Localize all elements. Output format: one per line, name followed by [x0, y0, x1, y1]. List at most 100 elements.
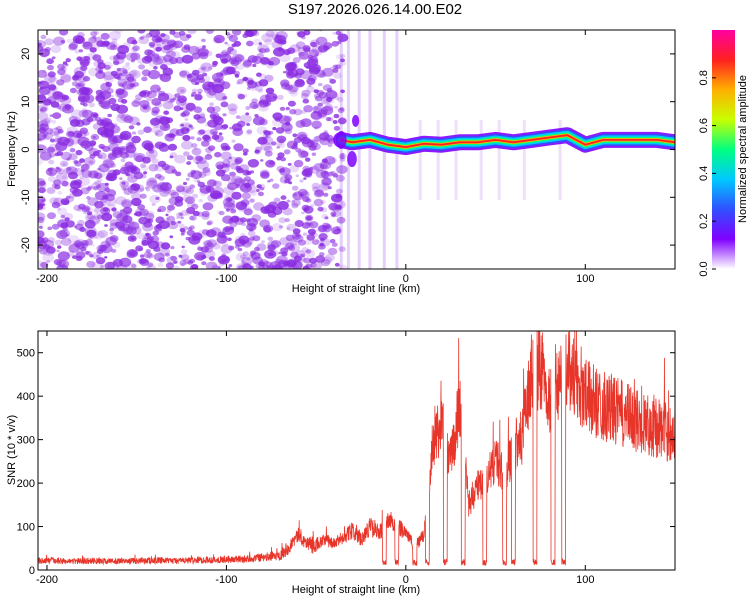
noise-speckle [267, 180, 271, 183]
noise-speckle [107, 113, 112, 118]
noise-speckle [84, 219, 96, 229]
noise-speckle [336, 165, 348, 174]
noise-speckle [273, 197, 281, 203]
noise-speckle [206, 90, 217, 99]
noise-speckle [163, 122, 171, 129]
noise-speckle [325, 90, 338, 100]
noise-speckle [99, 90, 112, 100]
noise-speckle [38, 212, 46, 221]
noise-speckle [171, 265, 180, 269]
noise-speckle [221, 253, 226, 257]
noise-speckle [258, 73, 267, 80]
noise-speckle [52, 91, 64, 100]
noise-speckle [74, 70, 84, 79]
noise-speckle [155, 132, 159, 136]
noise-speckle [340, 58, 345, 63]
noise-speckle [318, 233, 328, 241]
noise-speckle [244, 176, 251, 182]
noise-speckle [220, 81, 231, 90]
noise-speckle [182, 185, 192, 193]
noise-speckle [227, 198, 232, 202]
noise-speckle [264, 150, 273, 157]
noise-speckle [38, 198, 45, 208]
noise-speckle [340, 89, 345, 94]
noise-speckle [337, 119, 345, 126]
noise-speckle [93, 207, 101, 213]
noise-speckle [219, 51, 228, 58]
noise-speckle [337, 33, 349, 42]
noise-speckle [38, 203, 44, 210]
noise-speckle [177, 197, 183, 203]
noise-speckle [286, 47, 296, 54]
noise-speckle [115, 196, 127, 206]
noise-speckle [306, 85, 315, 93]
noise-speckle [300, 118, 312, 127]
noise-speckle [284, 218, 290, 223]
noise-speckle [137, 30, 146, 34]
noise-speckle [219, 53, 232, 63]
noise-speckle [151, 126, 162, 134]
noise-speckle [281, 251, 288, 257]
noise-speckle [115, 89, 127, 99]
noise-speckle [334, 262, 340, 267]
noise-speckle [66, 108, 71, 112]
noise-speckle [191, 203, 199, 210]
noise-speckle [122, 64, 131, 72]
noise-speckle [196, 111, 206, 119]
noise-speckle [53, 258, 62, 266]
noise-speckle [180, 263, 185, 267]
noise-speckle [176, 216, 181, 220]
noise-speckle [42, 70, 47, 73]
noise-speckle [240, 260, 245, 264]
noise-speckle [331, 193, 343, 203]
noise-speckle [78, 74, 89, 83]
noise-speckle [234, 54, 245, 62]
noise-speckle [147, 90, 153, 95]
noise-speckle [223, 186, 235, 195]
noise-speckle [141, 56, 152, 64]
noise-speckle [301, 89, 311, 97]
noise-speckle [228, 108, 238, 115]
noise-speckle [92, 151, 100, 157]
noise-speckle [54, 152, 60, 157]
noise-speckle [141, 76, 148, 82]
noise-speckle [226, 50, 232, 55]
noise-speckle [177, 220, 182, 224]
noise-speckle [228, 156, 232, 160]
noise-speckle [220, 151, 232, 161]
noise-speckle [139, 89, 151, 98]
noise-speckle [287, 100, 296, 107]
noise-speckle [222, 124, 229, 129]
noise-speckle [269, 178, 274, 182]
noise-speckle [56, 105, 62, 110]
noise-speckle [159, 117, 169, 124]
noise-speckle [169, 205, 174, 209]
noise-speckle [310, 111, 323, 120]
noise-speckle [60, 214, 65, 219]
noise-speckle [230, 208, 237, 214]
noise-speckle [317, 45, 328, 53]
noise-speckle [335, 64, 342, 70]
noise-speckle [209, 128, 218, 135]
noise-speckle [155, 241, 165, 249]
noise-speckle [258, 79, 269, 87]
noise-speckle [270, 240, 282, 248]
noise-speckle [92, 35, 97, 39]
noise-speckle [166, 209, 172, 213]
noise-speckle [81, 205, 91, 213]
noise-speckle [224, 145, 231, 151]
noise-speckle [98, 89, 108, 96]
noise-speckle [186, 161, 192, 166]
noise-speckle [308, 84, 312, 87]
noise-speckle [335, 54, 343, 60]
noise-speckle [108, 153, 115, 159]
noise-speckle [42, 253, 54, 263]
noise-speckle [60, 237, 72, 246]
noise-speckle [186, 128, 190, 131]
noise-speckle [160, 33, 166, 38]
noise-speckle [249, 198, 255, 203]
noise-speckle [336, 188, 343, 194]
noise-speckle [55, 166, 60, 170]
noise-speckle [292, 57, 301, 63]
spectrogram-x-label: Height of straight line (km) [292, 283, 420, 295]
